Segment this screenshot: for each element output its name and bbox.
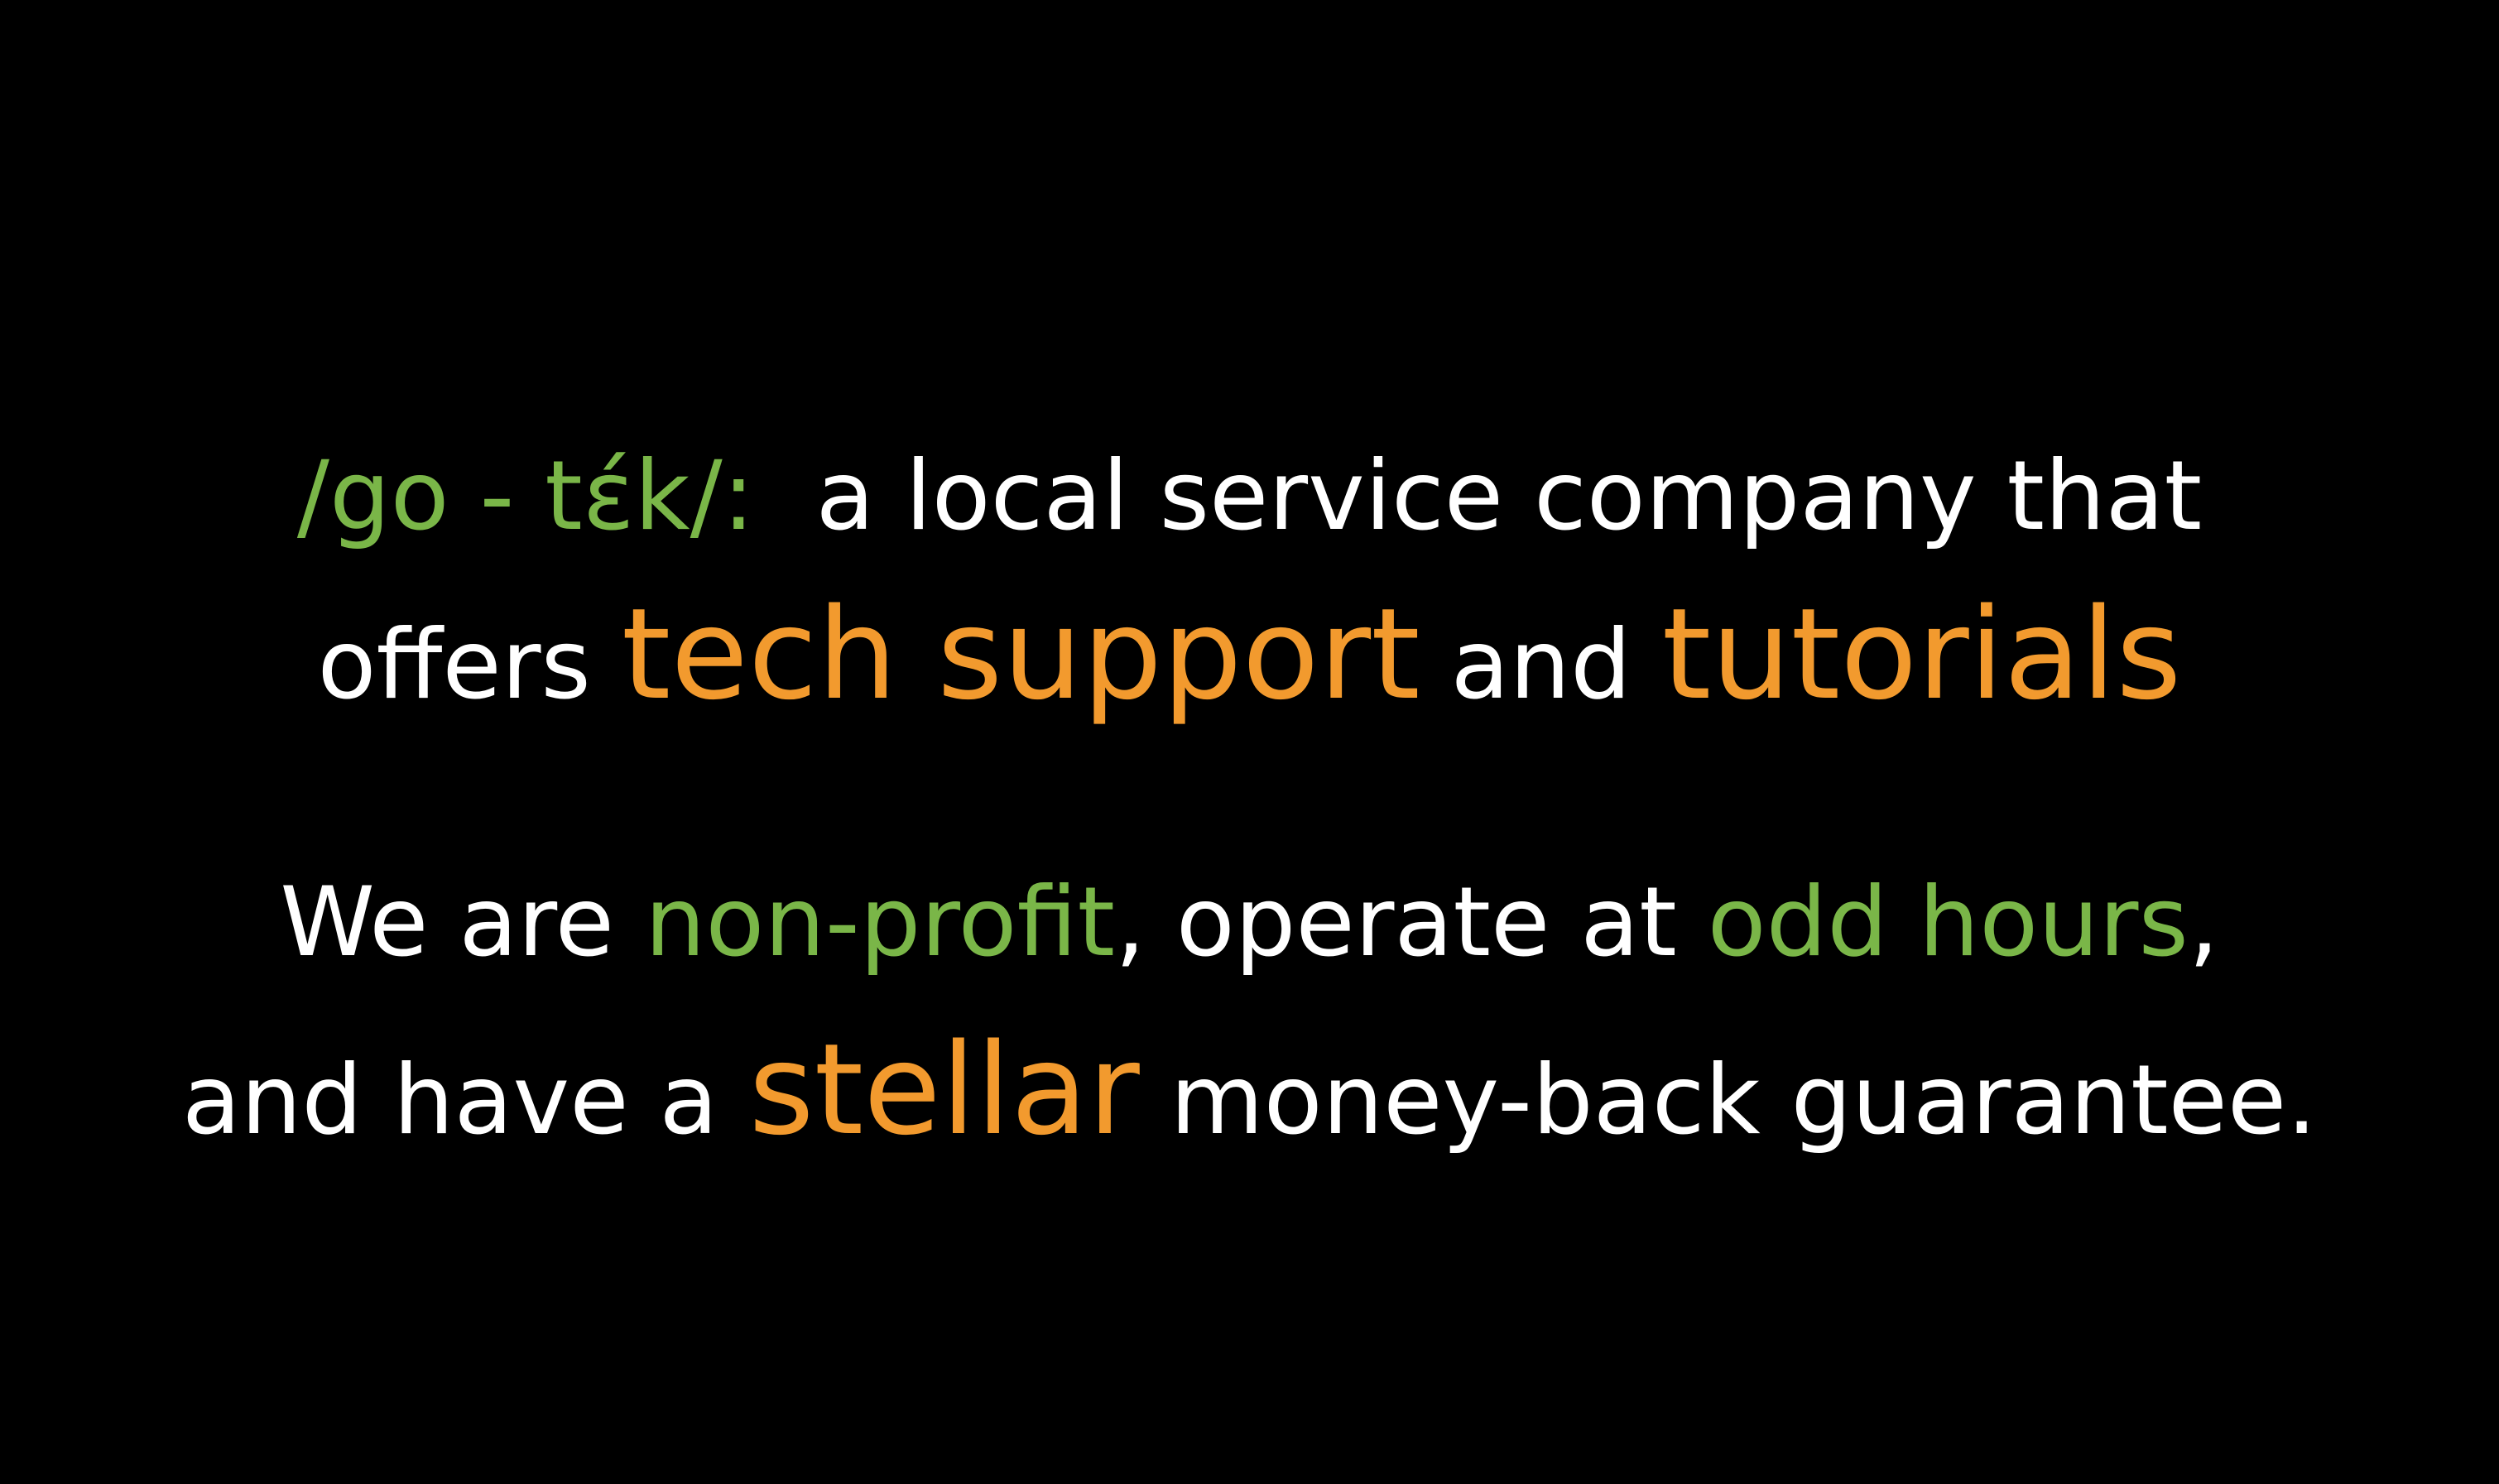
tagline-line-2: and have a stellar money-back guarantee. bbox=[0, 1020, 2499, 1171]
guarantee-text: money-back guarantee. bbox=[1170, 1045, 2318, 1156]
definition-text: a local service company that bbox=[815, 440, 2203, 552]
we-are-text: We are bbox=[280, 867, 614, 978]
and-have-a-text: and have a bbox=[181, 1045, 718, 1156]
trailing-comma: , bbox=[2188, 867, 2219, 978]
offers-text: offers bbox=[317, 609, 591, 721]
tagline-line-1: We are non-profit, operate at odd hours, bbox=[0, 857, 2499, 989]
operate-at-text: , operate at bbox=[1115, 867, 1677, 978]
definition-line-2: offers tech support and tutorials bbox=[0, 584, 2499, 736]
tech-support-highlight: tech support bbox=[621, 581, 1420, 728]
tutorials-highlight: tutorials bbox=[1661, 581, 2182, 728]
pronunciation-text: /go - tɛ́k/: bbox=[296, 440, 755, 552]
non-profit-highlight: non-profit bbox=[644, 867, 1115, 978]
stellar-highlight: stellar bbox=[748, 1016, 1140, 1163]
definition-line-1: /go - tɛ́k/: a local service company tha… bbox=[0, 430, 2499, 563]
odd-hours-highlight: odd hours bbox=[1707, 867, 2189, 978]
and-text: and bbox=[1450, 609, 1632, 721]
